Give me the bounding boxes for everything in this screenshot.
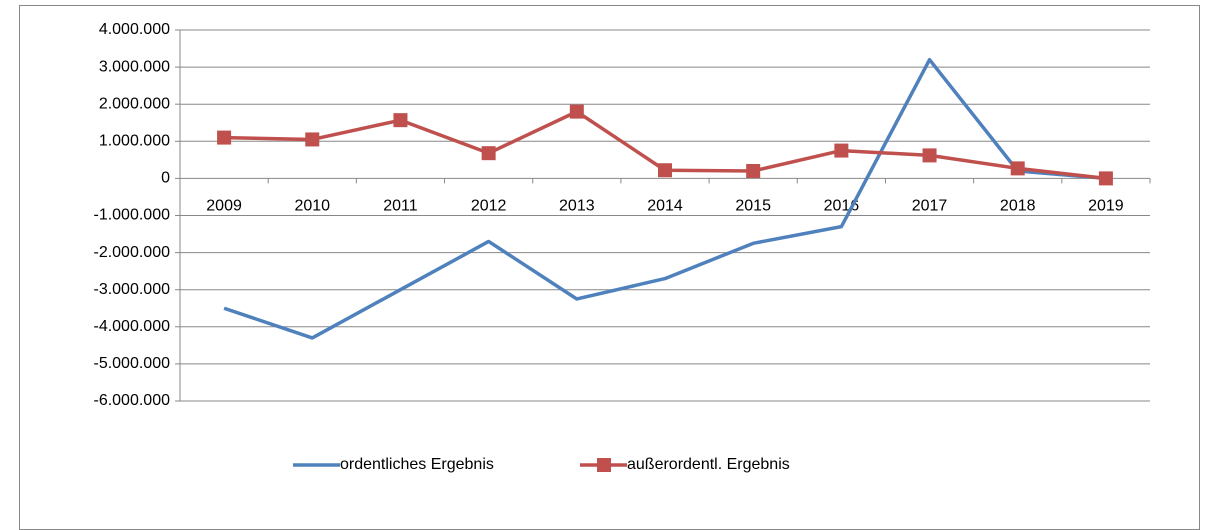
series-line: [223, 57, 1107, 340]
x-tick-label: 2013: [559, 198, 595, 215]
x-tick-label: 2019: [1088, 198, 1124, 215]
x-tick-label: 2017: [912, 198, 948, 215]
y-tick-label: 1.000.000: [99, 133, 170, 150]
marker: [481, 146, 496, 161]
marker: [1098, 171, 1113, 186]
marker: [658, 163, 672, 178]
marker: [217, 130, 232, 145]
legend-marker: [597, 458, 611, 472]
x-tick-label: 2018: [1000, 198, 1036, 215]
y-tick-label: -5.000.000: [93, 355, 170, 372]
y-tick-label: 3.000.000: [99, 58, 170, 75]
marker: [834, 143, 849, 158]
y-tick-label: 2.000.000: [99, 95, 170, 112]
x-tick-label: 2014: [647, 198, 683, 215]
y-tick-label: -1.000.000: [93, 207, 170, 224]
chart-frame: [19, 5, 1200, 530]
legend-label: ordentliches Ergebnis: [340, 456, 494, 473]
x-tick-label: 2012: [471, 198, 507, 215]
y-tick-label: -6.000.000: [93, 392, 170, 409]
marker: [1010, 161, 1025, 176]
y-tick-label: -4.000.000: [93, 318, 170, 335]
marker: [393, 113, 408, 128]
marker: [569, 104, 584, 119]
x-tick-label: 2011: [383, 198, 418, 215]
x-tick-label: 2010: [294, 198, 330, 215]
legend-label: außerordentl. Ergebnis: [627, 456, 790, 473]
x-tick-label: 2015: [735, 198, 771, 215]
y-tick-label: 4.000.000: [99, 21, 170, 38]
x-tick-label: 2009: [206, 198, 242, 215]
y-tick-label: -2.000.000: [93, 244, 170, 261]
y-tick-label: 0: [161, 170, 170, 187]
marker: [746, 163, 761, 178]
marker: [305, 132, 320, 147]
y-tick-label: -3.000.000: [93, 281, 170, 298]
marker: [922, 148, 937, 163]
